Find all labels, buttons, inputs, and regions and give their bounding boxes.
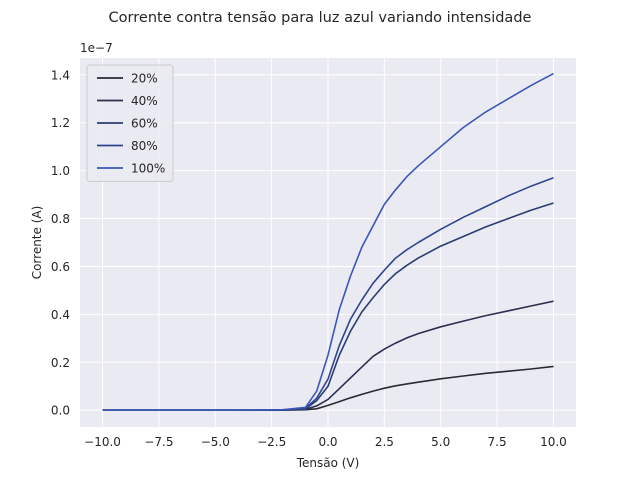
x-tick-label: −5.0 [201,435,230,449]
y-tick-label: 0.8 [51,212,70,226]
legend-label: 60% [131,117,158,131]
y-tick-labels: 0.0 0.2 0.4 0.6 0.8 1.0 1.2 1.4 [51,68,70,417]
y-tick-label: 0.2 [51,356,70,370]
legend-box [86,64,174,182]
legend-label: 80% [131,139,158,153]
grid [80,58,576,427]
x-tick-label: 10.0 [540,435,567,449]
legend: 20% 40% 60% 80% 100% [86,64,174,182]
legend-label: 20% [131,72,158,86]
x-tick-label: 0.0 [318,435,337,449]
y-tick-label: 1.4 [51,68,70,82]
y-tick-label: 0.6 [51,260,70,274]
y-tick-label: 0.0 [51,404,70,418]
x-tick-label: 2.5 [375,435,394,449]
y-axis-label: Corrente (A) [30,206,44,280]
legend-label: 40% [131,94,158,108]
x-tick-label: −2.5 [257,435,286,449]
x-tick-label: 7.5 [488,435,507,449]
y-axis-multiplier: 1e−7 [80,41,113,55]
x-axis-label: Tensão (V) [296,456,360,470]
x-tick-label: −7.5 [144,435,173,449]
legend-label: 100% [131,162,165,176]
x-tick-label: 5.0 [431,435,450,449]
chart-title: Corrente contra tensão para luz azul var… [109,10,532,26]
series-line-100pct [102,72,554,412]
y-tick-label: 1.2 [51,116,70,130]
y-tick-label: 0.4 [51,308,70,322]
series-lines [102,72,554,412]
y-tick-label: 1.0 [51,164,70,178]
x-tick-label: −10.0 [84,435,121,449]
x-tick-labels: −10.0 −7.5 −5.0 −2.5 0.0 2.5 5.0 7.5 10.0 [84,435,567,449]
